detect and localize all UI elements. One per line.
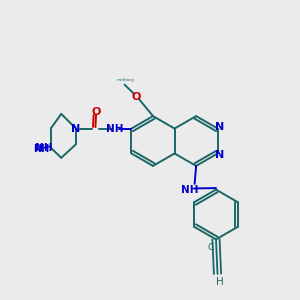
Text: N: N: [71, 124, 81, 134]
Text: H: H: [216, 277, 224, 287]
Text: NH: NH: [33, 144, 49, 154]
Text: O: O: [132, 92, 141, 102]
Text: O: O: [91, 107, 101, 117]
Text: methoxy: methoxy: [116, 78, 134, 82]
Text: N: N: [214, 122, 224, 132]
Text: C: C: [208, 243, 214, 252]
Text: N: N: [214, 150, 224, 160]
Text: NH: NH: [35, 143, 53, 153]
Text: NH: NH: [106, 124, 124, 134]
Text: NH: NH: [182, 185, 199, 195]
